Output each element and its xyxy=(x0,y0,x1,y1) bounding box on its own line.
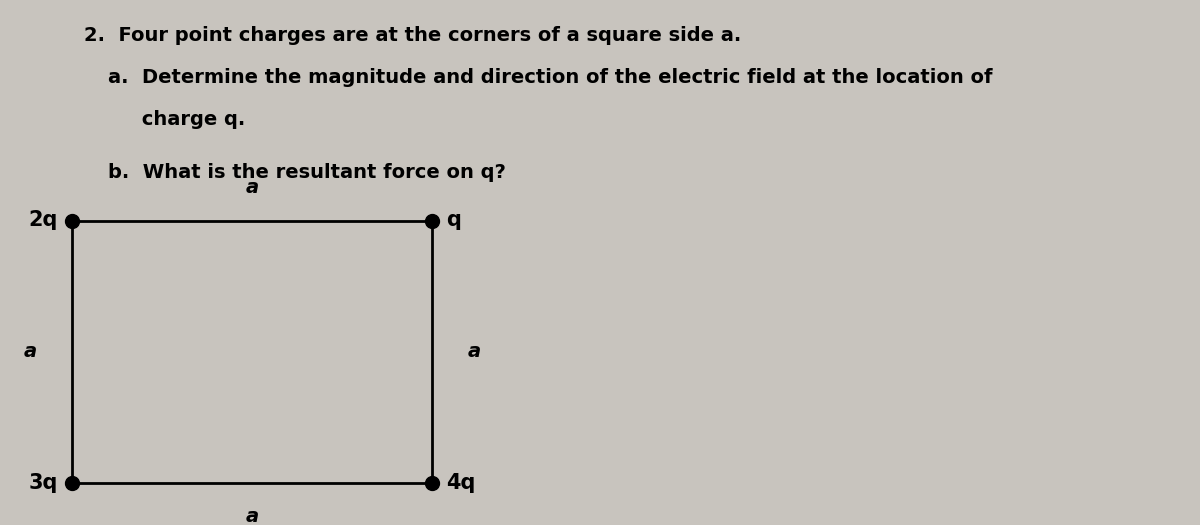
Text: a: a xyxy=(468,342,480,361)
Text: b.  What is the resultant force on q?: b. What is the resultant force on q? xyxy=(108,163,506,182)
Text: a: a xyxy=(246,507,258,525)
Text: 2q: 2q xyxy=(29,211,58,230)
Text: a.  Determine the magnitude and direction of the electric field at the location : a. Determine the magnitude and direction… xyxy=(108,68,992,87)
Point xyxy=(62,479,82,487)
Point xyxy=(422,479,442,487)
Text: 4q: 4q xyxy=(446,473,475,493)
Text: charge q.: charge q. xyxy=(108,110,245,129)
Text: 3q: 3q xyxy=(29,473,58,493)
Text: a: a xyxy=(246,178,258,197)
Point xyxy=(422,216,442,225)
Point xyxy=(62,216,82,225)
Text: a: a xyxy=(24,342,36,361)
Text: 2.  Four point charges are at the corners of a square side a.: 2. Four point charges are at the corners… xyxy=(84,26,742,45)
Text: q: q xyxy=(446,211,461,230)
